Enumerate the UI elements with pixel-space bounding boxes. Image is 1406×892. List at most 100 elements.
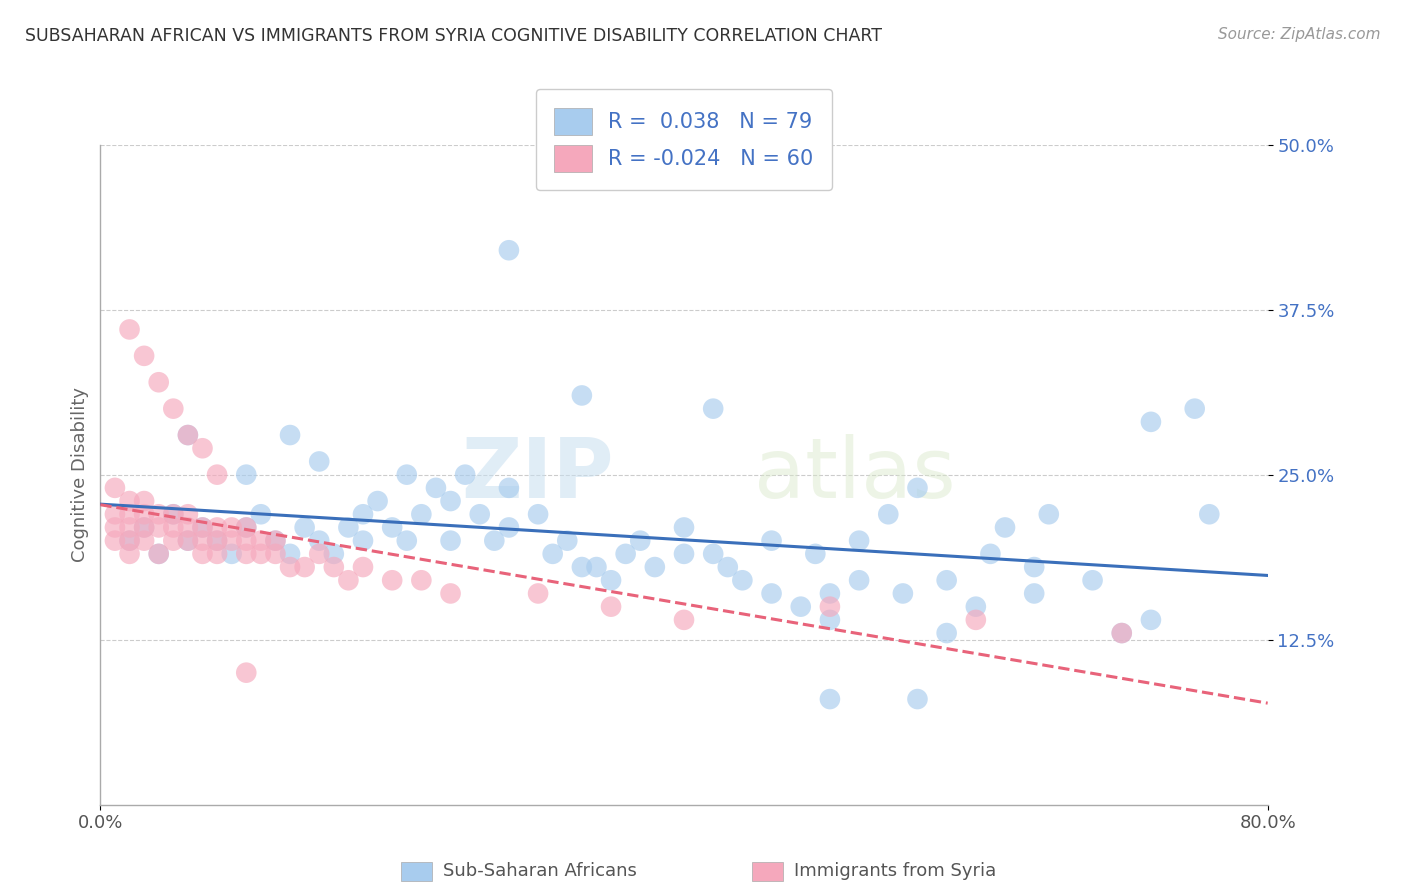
Point xyxy=(804,547,827,561)
Point xyxy=(205,467,228,482)
Point xyxy=(527,508,550,522)
Point xyxy=(425,481,447,495)
Point xyxy=(308,547,330,561)
Point xyxy=(134,520,156,534)
Point xyxy=(221,533,243,548)
Point xyxy=(205,533,228,548)
Point xyxy=(221,547,243,561)
Point xyxy=(322,547,344,561)
Point xyxy=(614,547,637,561)
Point xyxy=(1038,508,1060,522)
Point xyxy=(702,547,724,561)
Point xyxy=(104,520,127,534)
Point xyxy=(235,547,257,561)
Point xyxy=(790,599,813,614)
Point xyxy=(818,692,841,706)
Point xyxy=(191,442,214,456)
Point xyxy=(411,508,433,522)
Point xyxy=(1111,626,1133,640)
Point xyxy=(848,574,870,588)
Point xyxy=(1111,626,1133,640)
Point xyxy=(250,508,273,522)
Point xyxy=(498,481,520,495)
Point xyxy=(264,533,287,548)
Point xyxy=(761,533,783,548)
Point xyxy=(907,692,929,706)
Point xyxy=(118,533,141,548)
Point xyxy=(877,508,900,522)
Legend: R =  0.038   N = 79, R = -0.024   N = 60: R = 0.038 N = 79, R = -0.024 N = 60 xyxy=(536,89,832,191)
Point xyxy=(555,533,578,548)
Point xyxy=(672,613,695,627)
Point xyxy=(205,547,228,561)
Point xyxy=(1140,415,1163,429)
Point xyxy=(118,520,141,534)
Point xyxy=(1024,560,1046,574)
Point xyxy=(848,533,870,548)
Point xyxy=(118,547,141,561)
Point xyxy=(264,533,287,548)
Point xyxy=(250,533,273,548)
Point xyxy=(118,508,141,522)
Point xyxy=(352,508,374,522)
Point xyxy=(134,508,156,522)
Point xyxy=(585,560,607,574)
Point xyxy=(439,494,461,508)
Point xyxy=(118,494,141,508)
Point xyxy=(191,520,214,534)
Point xyxy=(818,586,841,600)
Point xyxy=(308,533,330,548)
Point xyxy=(104,533,127,548)
Point xyxy=(104,481,127,495)
Point xyxy=(134,520,156,534)
Point xyxy=(965,613,987,627)
Point xyxy=(541,547,564,561)
Point xyxy=(134,494,156,508)
Point xyxy=(395,467,418,482)
Text: SUBSAHARAN AFRICAN VS IMMIGRANTS FROM SYRIA COGNITIVE DISABILITY CORRELATION CHA: SUBSAHARAN AFRICAN VS IMMIGRANTS FROM SY… xyxy=(25,27,883,45)
Point xyxy=(148,508,170,522)
Point xyxy=(118,533,141,548)
Point xyxy=(644,560,666,574)
Point xyxy=(352,533,374,548)
Point xyxy=(818,613,841,627)
Text: Source: ZipAtlas.com: Source: ZipAtlas.com xyxy=(1218,27,1381,42)
Point xyxy=(600,599,623,614)
Point xyxy=(118,322,141,336)
Point xyxy=(134,349,156,363)
Point xyxy=(308,454,330,468)
Point xyxy=(527,586,550,600)
Point xyxy=(148,547,170,561)
Text: Sub-Saharan Africans: Sub-Saharan Africans xyxy=(443,863,637,880)
Point xyxy=(205,533,228,548)
Point xyxy=(235,533,257,548)
Point xyxy=(672,520,695,534)
Point xyxy=(672,547,695,561)
Point xyxy=(935,574,957,588)
Point xyxy=(337,574,360,588)
Point xyxy=(935,626,957,640)
Point xyxy=(891,586,914,600)
Point xyxy=(381,520,404,534)
Point xyxy=(1198,508,1220,522)
Point xyxy=(600,574,623,588)
Point xyxy=(498,520,520,534)
Point xyxy=(979,547,1001,561)
Point xyxy=(818,599,841,614)
Point xyxy=(1024,586,1046,600)
Point xyxy=(191,533,214,548)
Point xyxy=(1184,401,1206,416)
Point xyxy=(731,574,754,588)
Point xyxy=(177,520,200,534)
Text: atlas: atlas xyxy=(754,434,956,516)
Point xyxy=(439,586,461,600)
Point xyxy=(205,520,228,534)
Point xyxy=(235,467,257,482)
Text: Immigrants from Syria: Immigrants from Syria xyxy=(794,863,997,880)
Point xyxy=(264,547,287,561)
Point xyxy=(395,533,418,548)
Point xyxy=(454,467,477,482)
Point xyxy=(278,428,301,442)
Point xyxy=(177,508,200,522)
Point xyxy=(439,533,461,548)
